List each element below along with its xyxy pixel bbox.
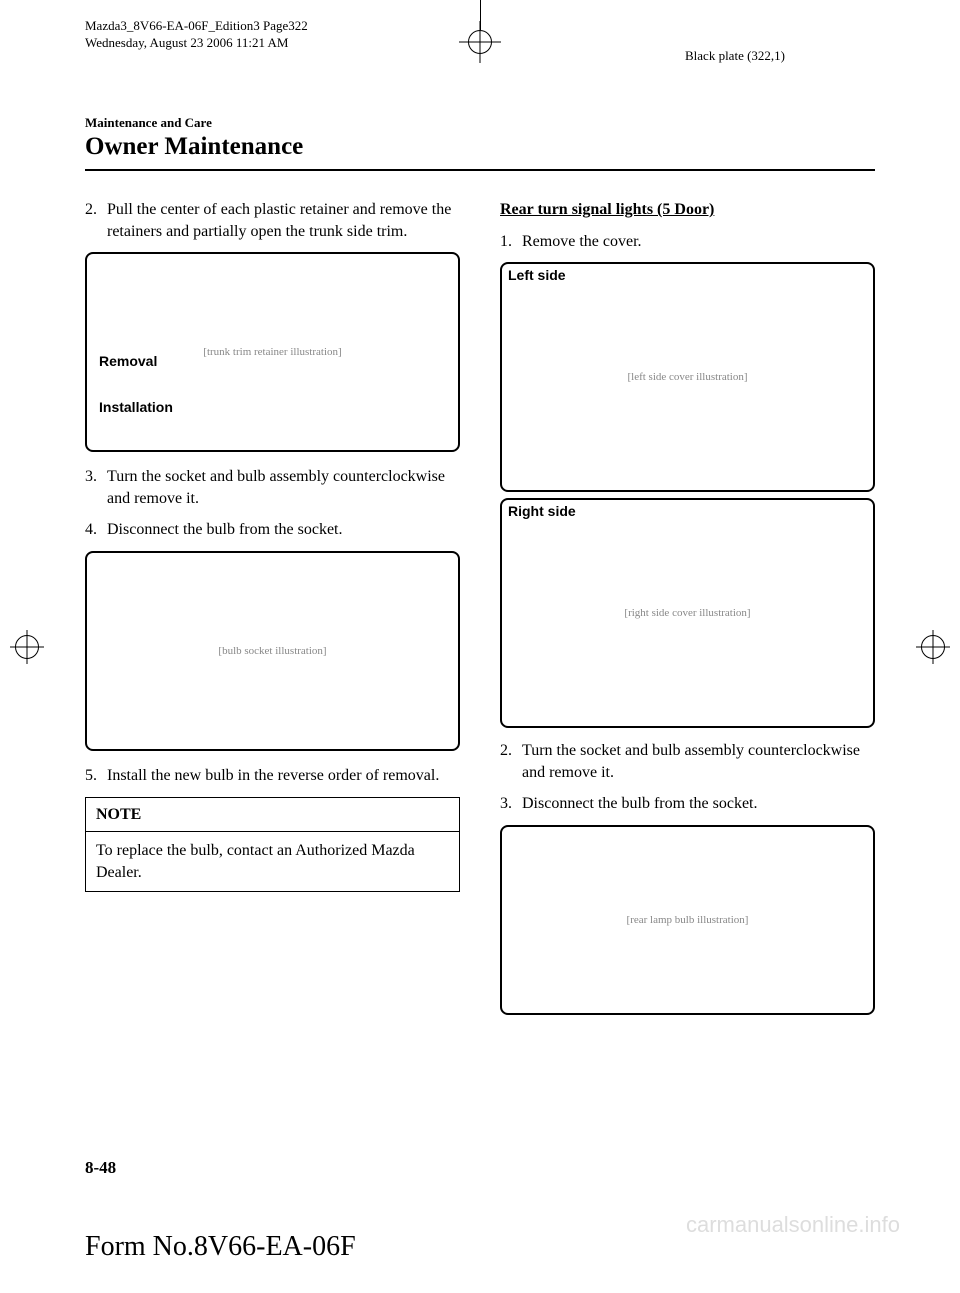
figure-rear-bulb: [rear lamp bulb illustration] <box>500 825 875 1015</box>
two-column-layout: 2. Pull the center of each plastic retai… <box>85 199 875 1029</box>
label-left-side: Left side <box>508 266 566 285</box>
step-1: 1. Remove the cover. <box>500 231 875 253</box>
page-title: Owner Maintenance <box>85 133 875 161</box>
crop-mark-top <box>468 0 492 54</box>
figure-placeholder: [bulb socket illustration] <box>85 551 460 751</box>
crop-mark-right <box>921 635 945 659</box>
form-number: Form No.8V66-EA-06F <box>85 1231 356 1263</box>
step-number: 2. <box>85 199 107 242</box>
note-title: NOTE <box>86 798 459 833</box>
section-label: Maintenance and Care <box>85 115 875 131</box>
page-number: 8-48 <box>85 1158 116 1178</box>
step-4: 4. Disconnect the bulb from the socket. <box>85 519 460 541</box>
step-3: 3. Turn the socket and bulb assembly cou… <box>85 466 460 509</box>
doc-id: Mazda3_8V66-EA-06F_Edition3 Page322 <box>85 18 308 35</box>
figure-placeholder: [left side cover illustration] <box>500 262 875 492</box>
label-removal: Removal <box>99 352 157 371</box>
title-rule <box>85 169 875 171</box>
step-number: 3. <box>500 793 522 815</box>
step-number: 3. <box>85 466 107 509</box>
step-text: Disconnect the bulb from the socket. <box>522 793 875 815</box>
note-box: NOTE To replace the bulb, contact an Aut… <box>85 797 460 893</box>
watermark: carmanualsonline.info <box>686 1212 900 1238</box>
figure-covers: Left side [left side cover illustration]… <box>500 262 875 728</box>
step-text: Turn the socket and bulb assembly counte… <box>107 466 460 509</box>
subheading: Rear turn signal lights (5 Door) <box>500 199 875 221</box>
doc-timestamp: Wednesday, August 23 2006 11:21 AM <box>85 35 308 52</box>
label-right-side: Right side <box>508 502 576 521</box>
step-2: 2. Pull the center of each plastic retai… <box>85 199 460 242</box>
right-column: Rear turn signal lights (5 Door) 1. Remo… <box>500 199 875 1029</box>
step-text: Disconnect the bulb from the socket. <box>107 519 460 541</box>
step-5: 5. Install the new bulb in the reverse o… <box>85 765 460 787</box>
step-text: Remove the cover. <box>522 231 875 253</box>
plate-label: Black plate (322,1) <box>685 48 785 64</box>
left-column: 2. Pull the center of each plastic retai… <box>85 199 460 1029</box>
figure-placeholder: [right side cover illustration] <box>500 498 875 728</box>
step-number: 2. <box>500 740 522 783</box>
crop-mark-left <box>15 635 39 659</box>
step-2: 2. Turn the socket and bulb assembly cou… <box>500 740 875 783</box>
step-number: 4. <box>85 519 107 541</box>
step-text: Install the new bulb in the reverse orde… <box>107 765 460 787</box>
document-meta: Mazda3_8V66-EA-06F_Edition3 Page322 Wedn… <box>85 18 308 52</box>
figure-socket: [bulb socket illustration] <box>85 551 460 751</box>
note-body: To replace the bulb, contact an Authoriz… <box>86 832 459 891</box>
step-text: Turn the socket and bulb assembly counte… <box>522 740 875 783</box>
page-content: Maintenance and Care Owner Maintenance 2… <box>85 115 875 1029</box>
step-number: 5. <box>85 765 107 787</box>
figure-placeholder: [rear lamp bulb illustration] <box>500 825 875 1015</box>
label-installation: Installation <box>99 398 173 417</box>
step-text: Pull the center of each plastic retainer… <box>107 199 460 242</box>
step-number: 1. <box>500 231 522 253</box>
figure-retainer: [trunk trim retainer illustration] Remov… <box>85 252 460 452</box>
step-3: 3. Disconnect the bulb from the socket. <box>500 793 875 815</box>
